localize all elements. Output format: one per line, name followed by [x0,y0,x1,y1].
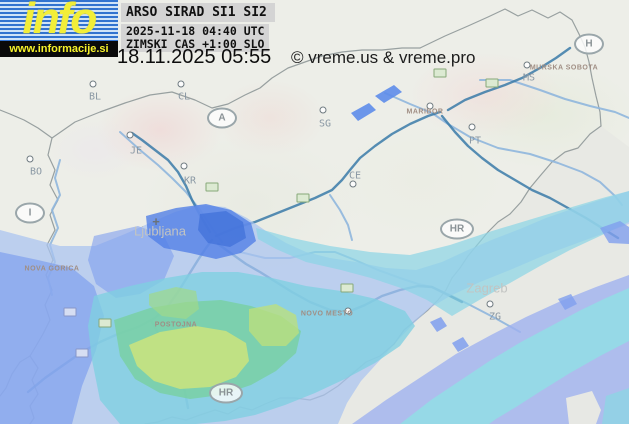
river [384,92,623,206]
city-dot [523,61,531,69]
radar-echo [600,221,629,244]
informacije-url: www.informacije.si [9,43,109,55]
city-dot [26,155,34,163]
local-datetime: 18.11.2025 05:55 [117,46,272,68]
city-dot [426,102,434,110]
radar-echo [0,252,104,424]
country-marker-a: A [207,107,237,129]
country-border [51,47,421,139]
road-shield [340,283,354,293]
country-border [419,8,602,127]
city-dot [126,131,134,139]
city-dot [89,80,97,88]
river [479,79,629,119]
road-shield [75,348,89,358]
city-code-zg: ZG [488,311,502,323]
road-shield [433,68,447,78]
city-code-je: JE [129,145,143,157]
city-dot [349,180,357,188]
radar-echo [256,191,629,316]
radar-echo [558,294,577,310]
city-dot [177,80,185,88]
motorway [214,110,442,238]
big-city-label: Zagreb [466,280,508,296]
city-code-cl: CL [177,91,191,103]
country-marker-hr: HR [209,382,243,404]
country-marker-h: H [574,33,604,55]
radar-echo [375,85,402,103]
radar-echo [430,317,447,332]
radar-timestamp-box: 2025-11-18 04:40 UTC ZIMSKI CAS +1:00 SLO [121,24,270,52]
river [329,194,353,241]
road-shield [296,193,310,203]
radar-echo [149,287,199,319]
radar-echo [566,391,601,424]
city-cross-marker: + [152,214,160,229]
city-code-kr: KR [183,175,197,187]
city-dot [319,106,327,114]
city-code-bl: BL [88,91,102,103]
country-border [0,109,53,139]
radar-echo [452,337,469,352]
city-code-sg: SG [318,118,332,130]
town-label: NOVO MESTO [300,310,354,318]
motorway [446,46,572,112]
city-code-bo: BO [29,166,43,178]
city-code-ms: MS [522,72,536,84]
road-shield [485,78,499,88]
big-city-label: Ljubljana [133,223,187,239]
town-label: NOVA GORICA [24,265,80,273]
radar-echo [351,103,376,121]
radar-echo [129,326,249,389]
credit-text: © vreme.us & vreme.pro [291,48,476,67]
city-code-pt: PT [468,135,482,147]
radar-timezone-line: ZIMSKI CAS +1:00 SLO [126,37,265,51]
radar-echo [352,275,629,424]
country-marker-hr: HR [440,218,474,240]
city-code-ce: CE [348,170,362,182]
radar-echo [249,304,299,346]
informacije-logo: info [0,0,118,41]
radar-echo [198,211,246,247]
city-dot [486,300,494,308]
radar-echo [602,388,629,424]
radar-source-title: ARSO SIRAD SI1 SI2 [121,3,275,22]
city-dot [468,123,476,131]
road-shield [205,182,219,192]
radar-echo [400,288,629,424]
town-label: MARIBOR [406,108,444,116]
city-dot [344,307,352,315]
road-shield [98,318,112,328]
city-dot [180,162,188,170]
radar-timestamp-utc: 2025-11-18 04:40 UTC [126,24,265,38]
informacije-logo-text: info [22,0,98,41]
informacije-url-bar: www.informacije.si [0,41,118,57]
country-marker-i: I [15,202,45,224]
town-label: MURSKA SOBOTA [529,64,599,72]
town-label: POSTOJNA [154,321,198,329]
road-shield [63,307,77,317]
radar-echo [88,226,174,298]
